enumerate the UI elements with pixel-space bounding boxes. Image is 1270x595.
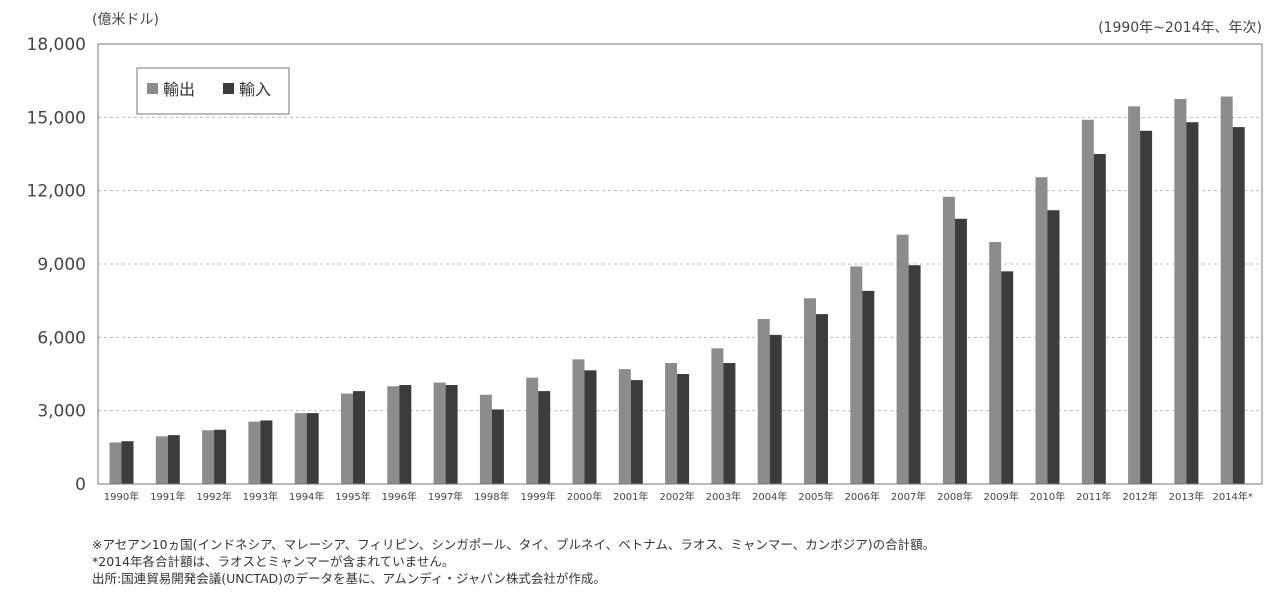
bar-export xyxy=(850,266,863,484)
bar-export xyxy=(1220,96,1233,485)
bar-import xyxy=(908,265,921,484)
y-tick-label: 6,000 xyxy=(37,328,86,348)
bar-export xyxy=(155,436,168,484)
bar-export xyxy=(202,430,215,484)
bar-import xyxy=(491,409,504,484)
x-tick-label: 1993年 xyxy=(243,490,278,503)
legend: 輸出 輸入 xyxy=(136,67,290,115)
bar-import xyxy=(1093,154,1106,484)
footnote-2014: *2014年各合計額は、ラオスとミャンマーが含まれていません。 xyxy=(92,554,455,569)
x-tick-label: 2001年 xyxy=(613,490,648,503)
bar-import xyxy=(677,374,690,484)
legend-label-import: 輸入 xyxy=(239,80,271,99)
bar-import xyxy=(121,441,134,484)
y-tick-label: 0 xyxy=(75,475,86,495)
bar-export xyxy=(572,359,585,484)
bar-export xyxy=(433,382,446,484)
x-tick-label: 2008年 xyxy=(937,490,972,503)
x-tick-label: 2003年 xyxy=(706,490,741,503)
bar-import xyxy=(862,290,875,484)
bar-export xyxy=(896,234,909,484)
x-tick-label: 2009年 xyxy=(983,490,1018,503)
footnote-countries: ※アセアン10ヵ国(インドネシア、マレーシア、フィリピン、シンガポール、タイ、ブ… xyxy=(92,537,936,552)
bar-export xyxy=(387,386,400,484)
x-tick-label: 2004年 xyxy=(752,490,787,503)
bar-import xyxy=(306,413,319,484)
bar-export xyxy=(479,394,492,484)
bar-import xyxy=(167,435,180,484)
x-axis: 1990年 1991年 1992年 1993年 1994年 1995年 1996年 1997年… xyxy=(104,490,1253,503)
bar-import xyxy=(584,370,597,484)
bar-chart: (億米ドル) (1990年~2014年、年次) 0 3,000 6,000 9,000… xyxy=(27,12,1263,503)
bar-export xyxy=(109,442,122,484)
bar-export xyxy=(1081,119,1094,485)
x-tick-label: 2014年* xyxy=(1212,490,1252,503)
x-tick-label: 1992年 xyxy=(196,490,231,503)
x-tick-label: 2000年 xyxy=(567,490,602,503)
x-tick-label: 2010年 xyxy=(1030,490,1065,503)
y-axis: 0 3,000 6,000 9,000 12,000 15,000 18,000 xyxy=(27,35,86,495)
y-tick-label: 15,000 xyxy=(27,108,86,128)
bar-import xyxy=(769,334,782,484)
bar-import xyxy=(538,391,551,484)
bar-export xyxy=(248,421,261,484)
x-tick-label: 1991年 xyxy=(150,490,185,503)
bar-export xyxy=(294,413,307,484)
bar-import xyxy=(954,218,967,484)
legend-label-export: 輸出 xyxy=(163,80,195,99)
x-tick-label: 2007年 xyxy=(891,490,926,503)
x-tick-label: 1999年 xyxy=(520,490,555,503)
y-tick-label: 12,000 xyxy=(27,182,86,202)
bar-import xyxy=(445,385,458,484)
bar-import xyxy=(1232,127,1245,484)
bar-export xyxy=(804,298,816,484)
legend-box xyxy=(136,67,290,115)
bar-import xyxy=(1186,122,1199,484)
y-tick-label: 9,000 xyxy=(37,255,86,275)
bar-export xyxy=(989,242,1002,484)
y-tick-label: 3,000 xyxy=(37,402,86,422)
x-tick-label: 1996年 xyxy=(382,490,417,503)
x-tick-label: 1997年 xyxy=(428,490,463,503)
x-tick-label: 2002年 xyxy=(659,490,694,503)
bar-import xyxy=(353,391,365,484)
bar-import xyxy=(214,429,227,484)
bar-export xyxy=(341,393,353,484)
bar-import xyxy=(399,385,412,484)
legend-swatch-import xyxy=(223,83,234,94)
footnote-source: 出所:国連貿易開発会議(UNCTAD)のデータを基に、アムンディ・ジャパン株式会… xyxy=(92,571,606,586)
bar-export xyxy=(665,363,678,484)
period-label: (1990年~2014年、年次) xyxy=(1098,20,1262,36)
bar-export xyxy=(942,196,955,484)
x-tick-label: 2012年 xyxy=(1122,490,1157,503)
y-unit-label: (億米ドル) xyxy=(92,12,159,28)
bar-import xyxy=(1001,271,1014,484)
bar-export xyxy=(526,377,539,484)
x-tick-label: 1998年 xyxy=(474,490,509,503)
plot-frame xyxy=(97,43,1263,485)
bar-import xyxy=(723,363,736,484)
bar-import xyxy=(1140,130,1153,484)
bar-import xyxy=(816,314,828,484)
y-tick-label: 18,000 xyxy=(27,35,86,55)
legend-swatch-export xyxy=(147,83,158,94)
bar-import xyxy=(260,420,273,484)
bar-import xyxy=(1047,210,1060,484)
x-tick-label: 2013年 xyxy=(1169,490,1204,503)
bar-export xyxy=(1174,99,1187,484)
x-tick-label: 1995年 xyxy=(335,490,370,503)
bar-export xyxy=(618,369,631,484)
x-tick-label: 1990年 xyxy=(104,490,139,503)
x-tick-label: 1994年 xyxy=(289,490,324,503)
x-tick-label: 2005年 xyxy=(798,490,833,503)
footnotes: ※アセアン10ヵ国(インドネシア、マレーシア、フィリピン、シンガポール、タイ、ブ… xyxy=(92,536,935,587)
bar-import xyxy=(630,380,643,484)
bars xyxy=(109,96,1245,485)
bar-export xyxy=(757,319,770,484)
x-tick-label: 2006年 xyxy=(845,490,880,503)
x-tick-label: 2011年 xyxy=(1076,490,1111,503)
bar-export xyxy=(1035,177,1048,484)
bar-export xyxy=(711,348,724,484)
bar-export xyxy=(1128,106,1141,484)
